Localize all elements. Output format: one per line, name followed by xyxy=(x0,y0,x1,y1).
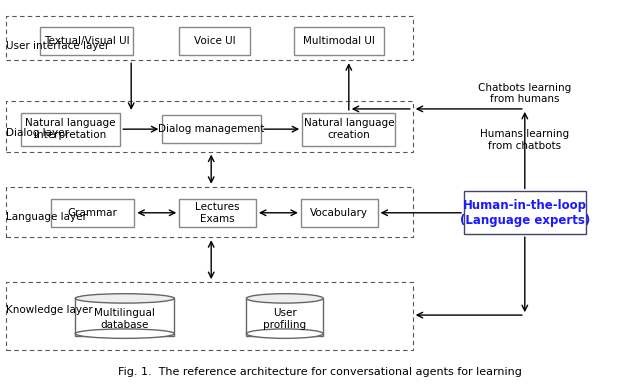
Ellipse shape xyxy=(76,294,174,303)
FancyBboxPatch shape xyxy=(303,113,396,145)
Text: Vocabulary: Vocabulary xyxy=(310,208,368,218)
Ellipse shape xyxy=(246,329,323,338)
FancyBboxPatch shape xyxy=(179,199,256,227)
FancyBboxPatch shape xyxy=(246,298,323,336)
FancyBboxPatch shape xyxy=(51,199,134,227)
Text: Knowledge layer: Knowledge layer xyxy=(6,305,93,315)
FancyBboxPatch shape xyxy=(40,27,133,55)
Ellipse shape xyxy=(76,329,174,338)
Text: Grammar: Grammar xyxy=(68,208,118,218)
Ellipse shape xyxy=(246,294,323,303)
FancyBboxPatch shape xyxy=(20,113,120,145)
Text: Language layer: Language layer xyxy=(6,212,87,222)
Text: Multimodal UI: Multimodal UI xyxy=(303,36,375,46)
Text: Natural language
creation: Natural language creation xyxy=(303,118,394,140)
Text: Natural language
interpretation: Natural language interpretation xyxy=(25,118,116,140)
Text: Humans learning
from chatbots: Humans learning from chatbots xyxy=(480,129,570,151)
Text: User
profiling: User profiling xyxy=(263,308,307,330)
FancyBboxPatch shape xyxy=(76,298,174,336)
Text: User interface layer: User interface layer xyxy=(6,41,109,51)
FancyBboxPatch shape xyxy=(301,199,378,227)
Text: Dialog management: Dialog management xyxy=(158,124,264,134)
Text: Voice UI: Voice UI xyxy=(193,36,236,46)
Text: Dialog layer: Dialog layer xyxy=(6,128,69,138)
Text: Human-in-the-loop
(Language experts): Human-in-the-loop (Language experts) xyxy=(460,199,590,227)
FancyBboxPatch shape xyxy=(179,27,250,55)
FancyBboxPatch shape xyxy=(464,191,586,234)
FancyBboxPatch shape xyxy=(294,27,384,55)
FancyBboxPatch shape xyxy=(161,115,261,143)
Text: Multilingual
database: Multilingual database xyxy=(94,308,156,330)
Text: Lectures
Exams: Lectures Exams xyxy=(195,202,240,224)
Text: Chatbots learning
from humans: Chatbots learning from humans xyxy=(478,82,572,104)
Text: Textual/Visual UI: Textual/Visual UI xyxy=(44,36,129,46)
Text: Fig. 1.  The reference architecture for conversational agents for learning: Fig. 1. The reference architecture for c… xyxy=(118,367,522,377)
